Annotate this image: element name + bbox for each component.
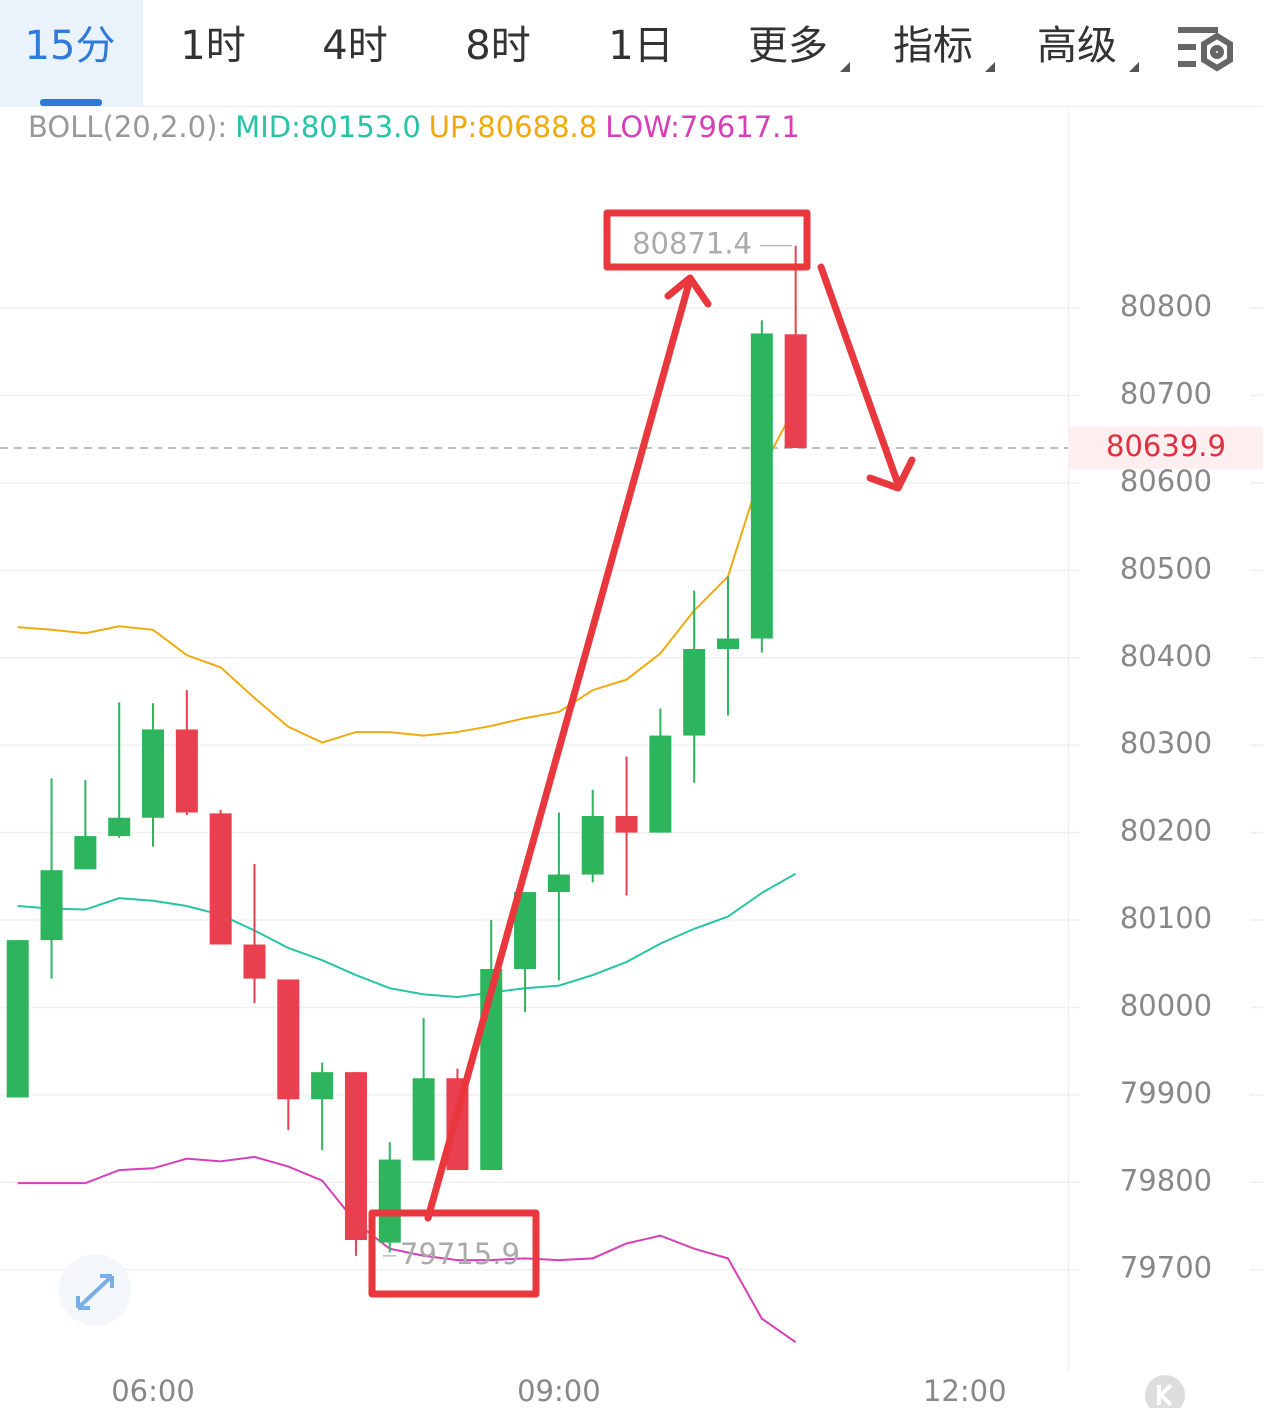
high-label: 80871.4 [632, 227, 752, 261]
selected-tab-bg [0, 0, 143, 106]
y-tick-label: 79800 [1120, 1163, 1212, 1197]
dropdown-marker [840, 62, 850, 72]
candle-body [209, 813, 232, 945]
down-arrow [817, 263, 902, 488]
up-arrow-head [664, 274, 712, 308]
low-box [368, 1209, 540, 1298]
y-tick-label: 79900 [1120, 1076, 1212, 1110]
candle-body [277, 979, 300, 1100]
plot: 79700 79800 79900 80000 80100 80200 80300 80400… [0, 227, 1263, 1408]
candle-body [412, 1078, 435, 1161]
candle-body [378, 1159, 401, 1243]
candle-body [683, 649, 706, 736]
boll-line [17, 404, 797, 744]
candle-body [142, 729, 165, 818]
tab[interactable]: 1时 [180, 23, 245, 69]
hand-annotations [368, 209, 916, 1298]
candle-body [547, 874, 570, 893]
tab[interactable]: 1日 [608, 23, 673, 69]
dropdown-marker [985, 62, 995, 72]
y-tick-label: 80200 [1120, 814, 1212, 848]
icon-dot [1210, 45, 1224, 59]
candle-body [784, 334, 807, 449]
y-tick-label: 80000 [1120, 988, 1212, 1022]
tab[interactable]: 8时 [465, 23, 530, 69]
candle-body [311, 1072, 334, 1100]
k-button[interactable] [1145, 1375, 1185, 1412]
expand-icon [76, 1274, 114, 1310]
candle-body [615, 815, 638, 833]
candle-body [108, 817, 131, 837]
candle-body [649, 735, 672, 833]
settings-icon[interactable] [1178, 27, 1233, 72]
last-price-bg [1068, 427, 1263, 470]
legend-low: LOW:79617.1 [605, 110, 800, 144]
x-tick-label: 06:00 [111, 1374, 195, 1408]
down-arrow-head [866, 456, 916, 492]
y-tick-label: 79700 [1120, 1251, 1212, 1285]
icon-hex [1201, 32, 1233, 72]
expand-button[interactable] [59, 1254, 131, 1326]
indicator-legend: BOLL(20,2.0): MID:80153.0 UP:80688.8 LOW:79… [28, 110, 800, 144]
indicator-name: BOLL(20,2.0): [28, 110, 227, 144]
high-box [603, 209, 811, 271]
candle-body [243, 944, 266, 979]
candle-body [344, 1072, 367, 1240]
y-tick-label: 80400 [1120, 639, 1212, 673]
tab[interactable]: 高级 [1037, 23, 1117, 69]
y-tick-label: 80500 [1120, 551, 1212, 585]
y-tick-label: 80300 [1120, 726, 1212, 760]
candle-body [6, 940, 29, 1098]
y-tick-label: 80800 [1120, 289, 1212, 323]
legend-up: UP:80688.8 [429, 110, 597, 144]
tab[interactable]: 4时 [322, 23, 387, 69]
candle-body [40, 870, 63, 941]
last-price-label: 80639.9 [1106, 429, 1226, 463]
y-tick-label: 80700 [1120, 376, 1212, 410]
y-tick-label: 80600 [1120, 464, 1212, 498]
candle-body [514, 892, 537, 969]
k-icon [1157, 1383, 1173, 1407]
dropdown-marker [1129, 62, 1139, 72]
candle-body [581, 815, 604, 875]
x-tick-label: 12:00 [923, 1374, 1007, 1408]
tab[interactable]: 15分 [25, 23, 116, 69]
boll-line [17, 1155, 797, 1344]
candle-body [74, 836, 97, 870]
tab[interactable]: 指标 [893, 23, 973, 69]
up-arrow [424, 279, 693, 1222]
legend-mid: MID:80153.0 [235, 110, 421, 144]
boll-line [17, 872, 797, 998]
y-tick-label: 80100 [1120, 901, 1212, 935]
tab[interactable]: 更多 [748, 23, 828, 69]
selected-tab-underline [40, 99, 102, 106]
candle-body [750, 333, 773, 639]
candle-body [717, 638, 740, 650]
low-label: 79715.9 [400, 1237, 520, 1271]
candle-body [175, 729, 198, 813]
x-tick-label: 09:00 [517, 1374, 601, 1408]
